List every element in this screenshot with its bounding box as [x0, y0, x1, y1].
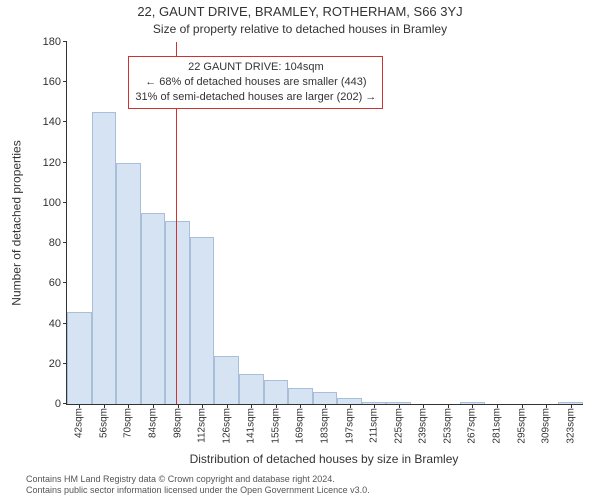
- x-tick-label: 309sqm: [541, 408, 552, 444]
- x-tick-label: 267sqm: [467, 408, 478, 444]
- info-line: ← 68% of detached houses are smaller (44…: [135, 75, 376, 90]
- y-tick-mark: [63, 242, 67, 243]
- y-tick-label: 180: [43, 36, 61, 48]
- x-tick-label: 183sqm: [320, 408, 331, 444]
- histogram-bar: [92, 112, 117, 404]
- chart-title-sub: Size of property relative to detached ho…: [0, 22, 600, 36]
- y-axis-label: Number of detached properties: [10, 140, 24, 305]
- attribution: Contains HM Land Registry data © Crown c…: [26, 474, 370, 497]
- info-line: 31% of semi-detached houses are larger (…: [135, 90, 376, 105]
- y-tick-label: 40: [49, 318, 61, 330]
- x-tick-label: 56sqm: [98, 408, 109, 438]
- y-tick-label: 120: [43, 157, 61, 169]
- x-tick-label: 197sqm: [344, 408, 355, 444]
- y-tick-mark: [63, 162, 67, 163]
- attribution-line2: Contains public sector information licen…: [26, 485, 370, 496]
- x-tick-label: 295sqm: [516, 408, 527, 444]
- y-tick-label: 100: [43, 197, 61, 209]
- info-line: 22 GAUNT DRIVE: 104sqm: [135, 60, 376, 75]
- x-tick-label: 211sqm: [369, 408, 380, 443]
- x-tick-label: 84sqm: [148, 408, 159, 438]
- histogram-bar: [141, 213, 166, 404]
- attribution-line1: Contains HM Land Registry data © Crown c…: [26, 474, 370, 485]
- x-axis-label: Distribution of detached houses by size …: [66, 452, 582, 466]
- y-axis-label-wrap: Number of detached properties: [10, 42, 24, 404]
- y-tick-mark: [63, 121, 67, 122]
- chart-container: 22, GAUNT DRIVE, BRAMLEY, ROTHERHAM, S66…: [0, 0, 600, 500]
- x-tick-label: 112sqm: [197, 408, 208, 443]
- histogram-bar: [190, 237, 215, 404]
- x-tick-label: 155sqm: [270, 408, 281, 444]
- marker-info-box: 22 GAUNT DRIVE: 104sqm← 68% of detached …: [128, 56, 383, 109]
- histogram-bar: [165, 221, 190, 404]
- y-tick-label: 80: [49, 237, 61, 249]
- x-tick-label: 98sqm: [172, 408, 183, 438]
- x-tick-label: 253sqm: [442, 408, 453, 444]
- x-tick-label: 42sqm: [74, 408, 85, 438]
- histogram-bar: [288, 388, 313, 404]
- y-tick-label: 160: [43, 76, 61, 88]
- y-tick-label: 60: [49, 277, 61, 289]
- histogram-bar: [214, 356, 239, 404]
- y-tick-label: 140: [43, 116, 61, 128]
- y-tick-label: 0: [55, 398, 61, 410]
- x-tick-label: 239sqm: [418, 408, 429, 444]
- histogram-bar: [313, 392, 338, 404]
- x-tick-label: 323sqm: [565, 408, 576, 444]
- y-tick-mark: [63, 81, 67, 82]
- histogram-bar: [239, 374, 264, 404]
- x-tick-label: 169sqm: [295, 408, 306, 444]
- plot-area: 02040608010012014016018042sqm56sqm70sqm8…: [66, 42, 583, 405]
- y-tick-mark: [63, 202, 67, 203]
- histogram-bar: [116, 163, 141, 404]
- x-tick-label: 225sqm: [393, 408, 404, 444]
- y-tick-label: 20: [49, 358, 61, 370]
- y-tick-mark: [63, 282, 67, 283]
- histogram-bar: [67, 312, 92, 405]
- x-tick-label: 141sqm: [246, 408, 257, 444]
- x-tick-label: 126sqm: [221, 408, 232, 444]
- x-tick-label: 281sqm: [492, 408, 503, 444]
- chart-title-main: 22, GAUNT DRIVE, BRAMLEY, ROTHERHAM, S66…: [0, 4, 600, 19]
- y-tick-mark: [63, 41, 67, 42]
- x-tick-label: 70sqm: [123, 408, 134, 438]
- histogram-bar: [264, 380, 289, 404]
